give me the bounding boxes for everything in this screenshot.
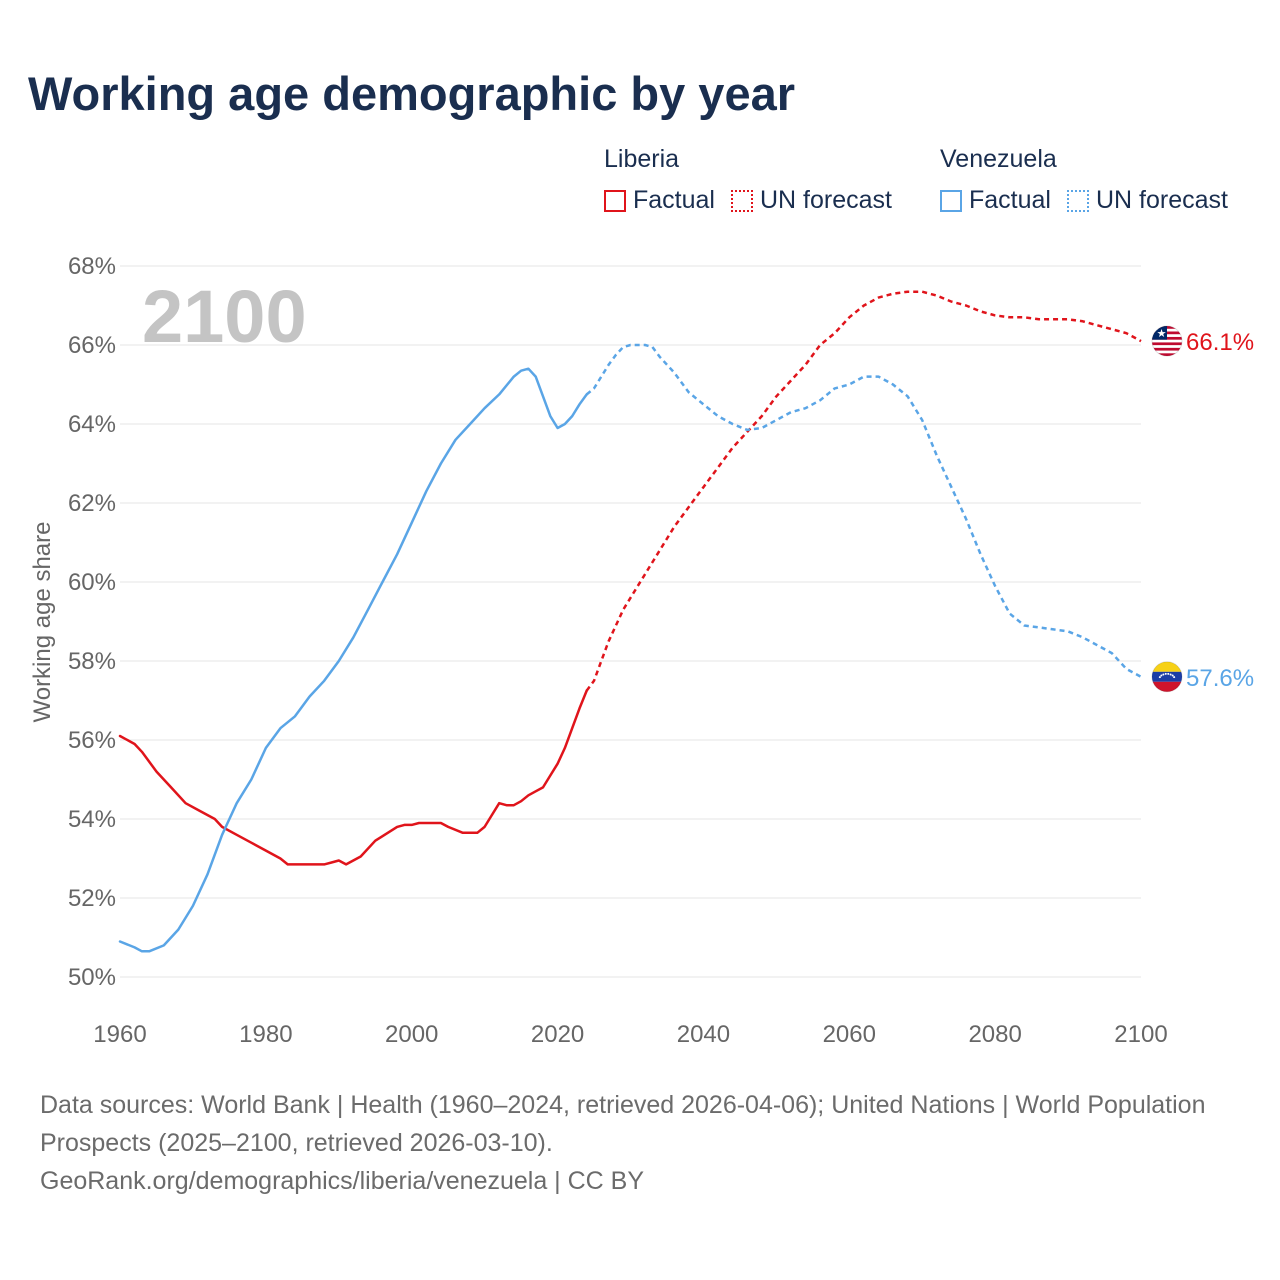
footer-url[interactable]: GeoRank.org/demographics/liberia/venezue… [40, 1167, 645, 1195]
y-tick-label: 62% [68, 490, 116, 517]
svg-text:★: ★ [1157, 327, 1167, 340]
legend-item-venezuela-factual[interactable]: Factual [940, 186, 1051, 215]
footer: Data sources: World Bank | Health (1960–… [40, 1086, 1220, 1200]
x-tick-label: 2020 [531, 1021, 584, 1048]
x-tick-label: 2100 [1114, 1021, 1167, 1048]
x-tick-label: 2000 [385, 1021, 438, 1048]
y-tick-label: 58% [68, 648, 116, 675]
legend-item-liberia-forecast[interactable]: UN forecast [730, 186, 892, 215]
y-tick-label: 68% [68, 253, 116, 280]
end-layer: ★ 66.1% 57.6% [1151, 325, 1254, 693]
legend-group-liberia: Liberia Factual UN forecast [604, 144, 892, 215]
y-tick-label: 56% [68, 727, 116, 754]
x-tick-label: 2080 [968, 1021, 1021, 1048]
legend-item-liberia-factual[interactable]: Factual [604, 186, 715, 215]
x-tick-label: 1980 [239, 1021, 292, 1048]
end-value-label-venezuela: 57.6% [1186, 665, 1254, 692]
series-line-venezuela-forecast[interactable] [585, 343, 1142, 678]
series-line-liberia-factual[interactable] [118, 689, 588, 866]
end-value-label-liberia: 66.1% [1186, 329, 1254, 356]
x-tick-label: 2060 [823, 1021, 876, 1048]
y-tick-label: 52% [68, 885, 116, 912]
chart-title: Working age demographic by year [28, 67, 796, 120]
footer-sources: Data sources: World Bank | Health (1960–… [40, 1091, 1206, 1157]
series-layer [118, 290, 1142, 953]
x-tick-label: 1960 [93, 1021, 146, 1048]
legend-label: UN forecast [759, 186, 892, 214]
y-tick-label: 54% [68, 806, 116, 833]
venezuela-flag-icon [1151, 661, 1183, 693]
line-chart: 2100 Working age share 50% 52% 54% 56% 58% 60… [29, 253, 1254, 1048]
y-axis-label: Working age share [29, 522, 56, 723]
legend-label: UN forecast [1095, 186, 1228, 214]
legend-item-venezuela-forecast[interactable]: UN forecast [1066, 186, 1228, 215]
x-tick-label: 2040 [677, 1021, 730, 1048]
axis-layer: 50% 52% 54% 56% 58% 60% 62% 64% 66% 68% 1960 1980 20… [68, 253, 1168, 1048]
legend-swatch-dotted-icon [730, 189, 753, 212]
series-line-liberia-forecast[interactable] [585, 290, 1142, 692]
y-tick-label: 60% [68, 569, 116, 596]
year-watermark: 2100 [142, 275, 307, 358]
y-tick-label: 50% [68, 964, 116, 991]
legend-swatch-dotted-icon [1066, 189, 1089, 212]
legend-group-name-liberia: Liberia [604, 145, 680, 173]
series-line-venezuela-factual[interactable] [118, 367, 588, 953]
grid-layer [120, 265, 1141, 978]
legend-group-venezuela: Venezuela Factual UN forecast [940, 144, 1228, 215]
legend-group-name-venezuela: Venezuela [940, 145, 1057, 173]
y-tick-label: 64% [68, 411, 116, 438]
liberia-flag-icon: ★ [1151, 325, 1183, 357]
legend-swatch-solid-icon [604, 189, 626, 212]
legend-label: Factual [969, 186, 1051, 214]
legend-label: Factual [633, 186, 715, 214]
legend-swatch-solid-icon [940, 189, 962, 212]
y-tick-label: 66% [68, 332, 116, 359]
